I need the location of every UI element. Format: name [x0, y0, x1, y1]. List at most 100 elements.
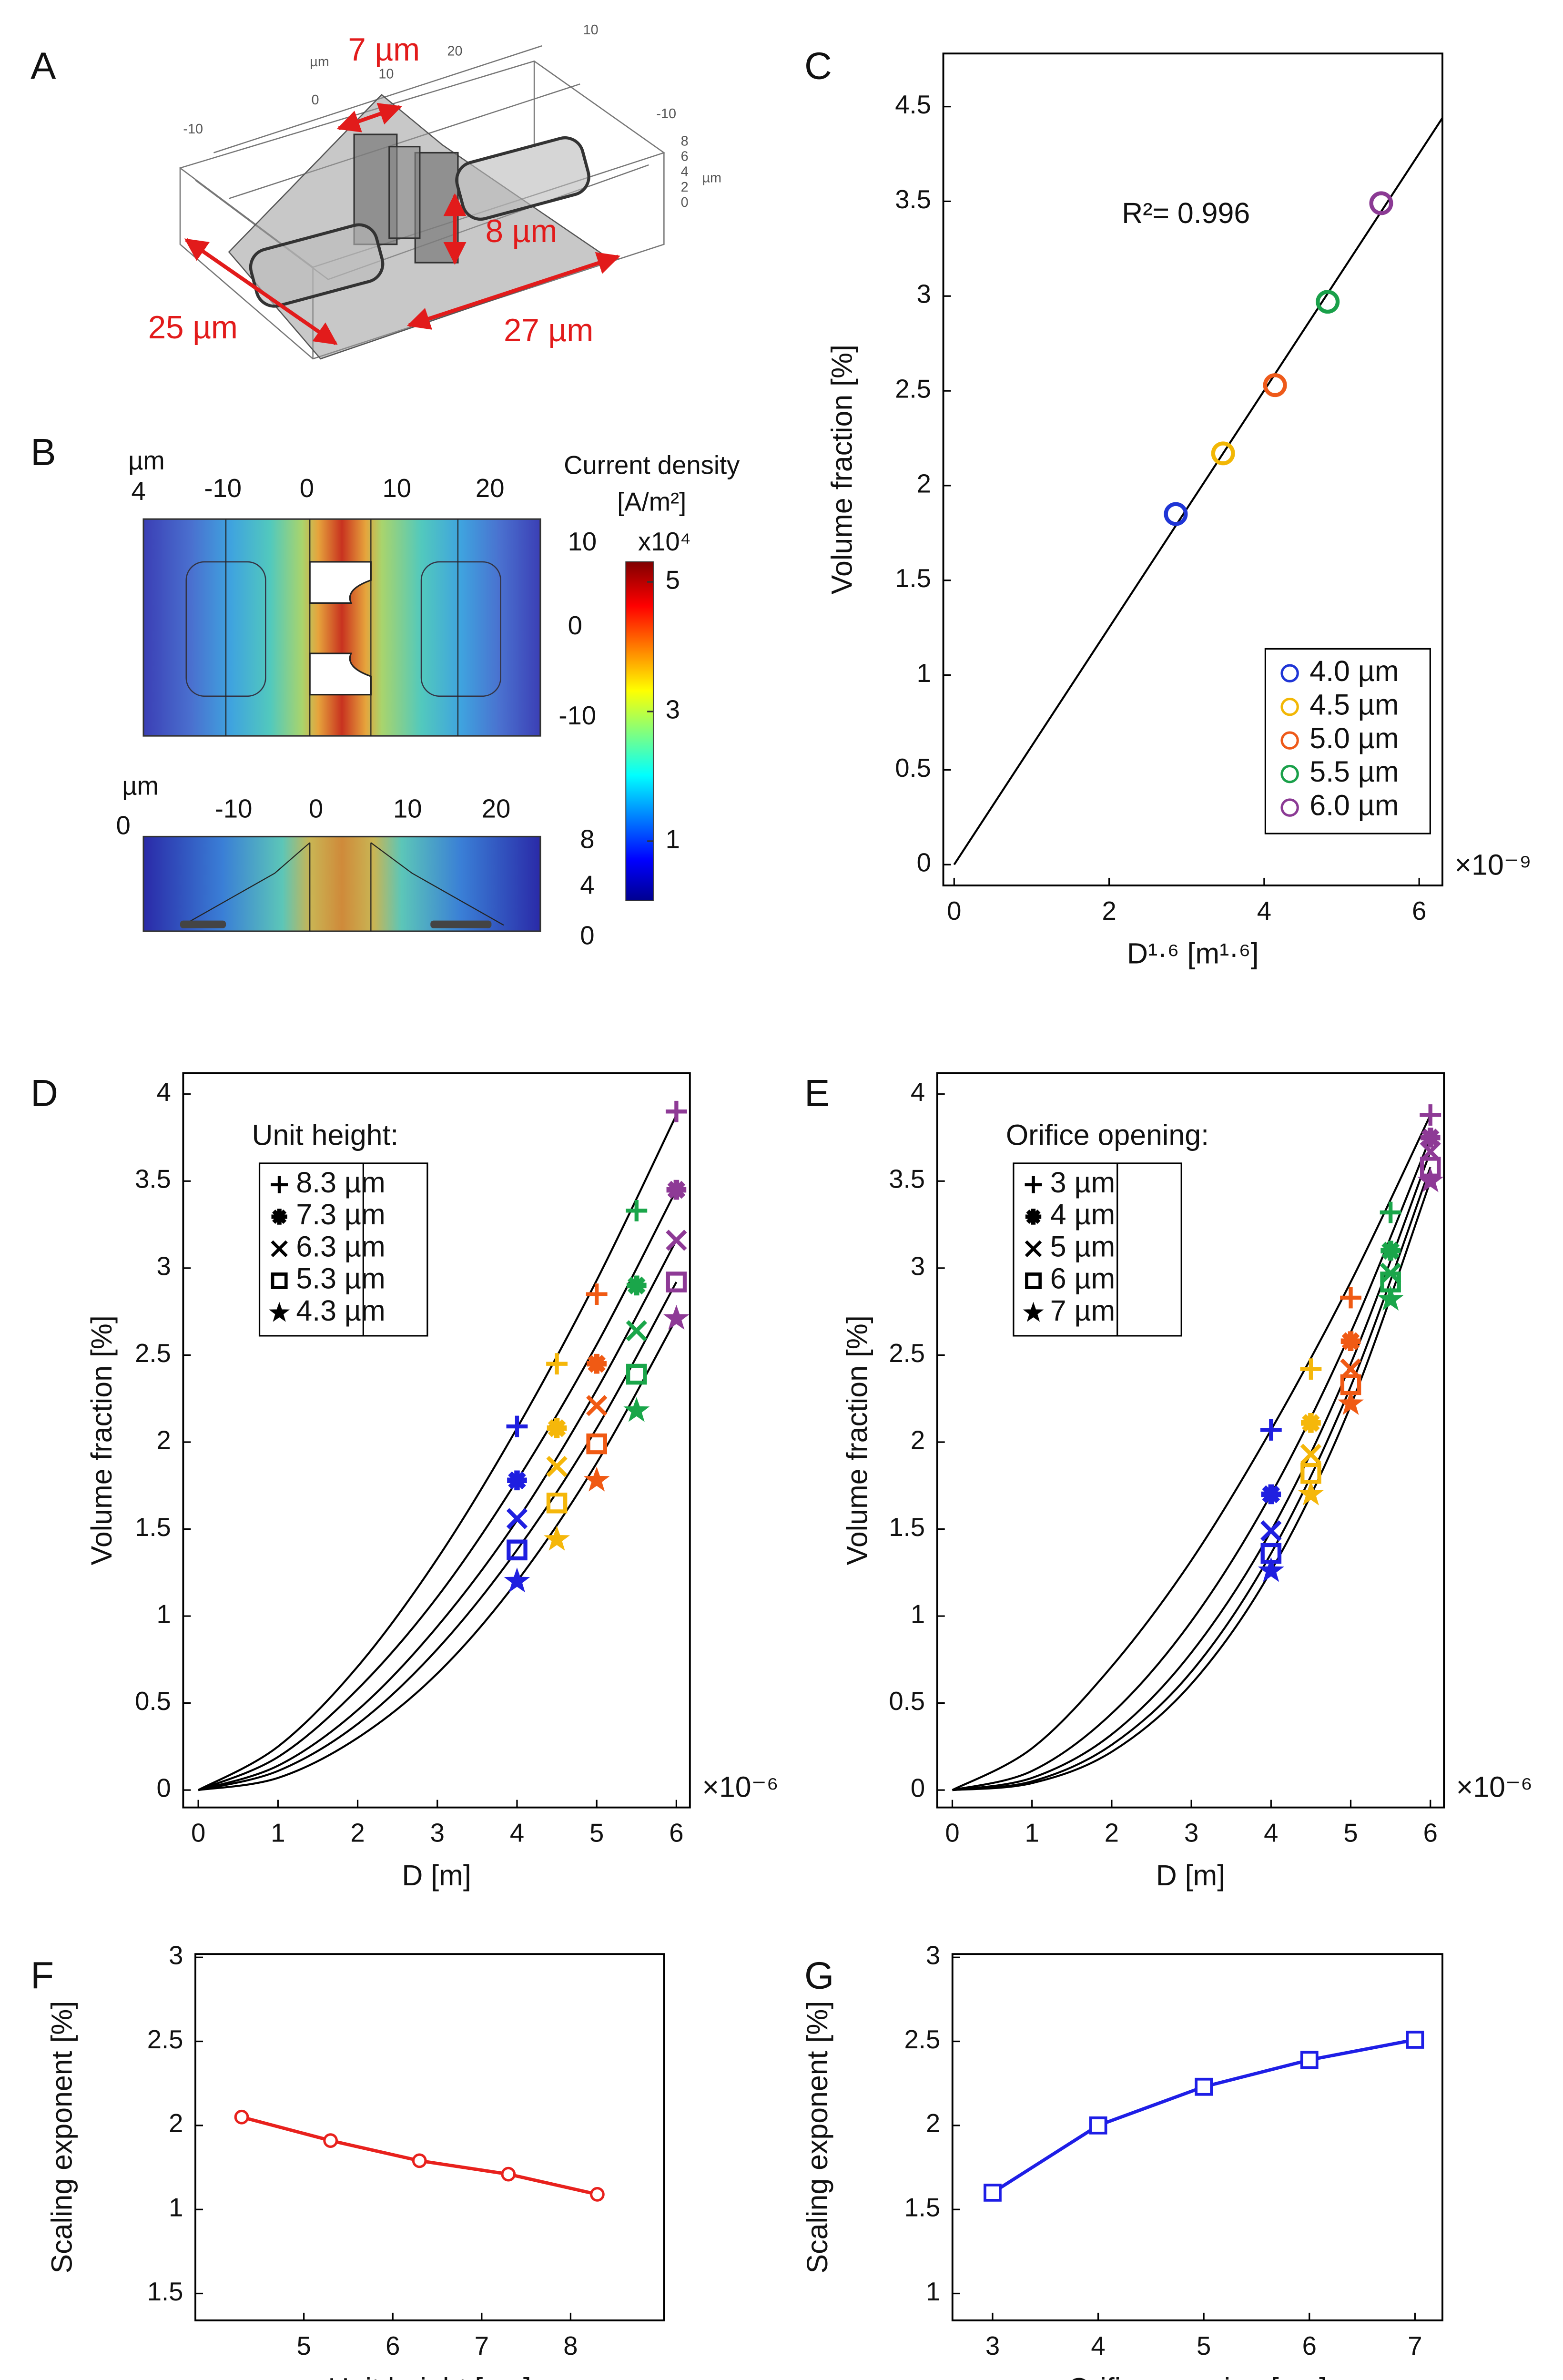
y-tick-label: 4 — [911, 1078, 925, 1107]
plot-frame — [182, 1072, 691, 1809]
x-exponent: ×10⁻⁶ — [702, 1770, 778, 1803]
x-tick-label: 0 — [300, 474, 314, 503]
x-tick-label: 10 — [393, 794, 422, 823]
marker — [623, 1397, 650, 1422]
marker — [1258, 1557, 1284, 1582]
unit-value: 0 — [116, 811, 130, 840]
marker — [323, 2133, 338, 2148]
section-lines — [225, 519, 459, 736]
y-tick-label: 4 — [580, 871, 594, 900]
y-tick-label: 1.5 — [135, 1513, 171, 1542]
x-tick-label: 2 — [1105, 1819, 1119, 1848]
panel-label: D — [30, 1072, 58, 1114]
marker — [1340, 1287, 1361, 1309]
legend-box — [1013, 1162, 1182, 1337]
marker — [663, 1304, 690, 1330]
x-tick-label: 2 — [350, 1819, 365, 1848]
unit-label: µm — [122, 771, 159, 800]
marker — [626, 1275, 647, 1296]
marker — [583, 1466, 610, 1492]
y-axis-label: Volume fraction [%] — [825, 345, 858, 594]
marker — [271, 1176, 288, 1193]
y-tick-label: 2.5 — [135, 1339, 171, 1368]
y-tick-label: 2 — [926, 2109, 940, 2138]
x-tick-label: 7 — [475, 2331, 489, 2360]
y-tick-label: 3 — [911, 1251, 925, 1281]
y-tick-label: 1 — [926, 2277, 940, 2306]
marker — [271, 1240, 288, 1258]
marker — [504, 1567, 530, 1593]
x-tick-label: 6 — [1412, 896, 1426, 926]
marker — [1261, 1484, 1281, 1505]
marker — [587, 1353, 607, 1374]
y-tick-label: 2.5 — [889, 1339, 925, 1368]
plot-frame — [951, 1953, 1443, 2321]
marker — [546, 1353, 568, 1375]
marker — [665, 1100, 687, 1122]
x-tick-label: -10 — [204, 474, 242, 503]
marker — [1280, 798, 1299, 817]
axis-number: 10 — [378, 67, 394, 82]
dimension-arrow — [184, 238, 338, 346]
y-tick-label: 4.5 — [895, 90, 931, 119]
marker — [506, 1508, 528, 1529]
legend-label: 7.3 µm — [296, 1198, 385, 1231]
colorbar-title: [A/m²] — [617, 488, 686, 517]
y-tick-label: 2.5 — [904, 2025, 940, 2054]
marker — [1025, 1240, 1042, 1258]
legend-label: 4.3 µm — [296, 1294, 385, 1327]
fit-curve — [198, 1240, 678, 1791]
marker — [1300, 2051, 1319, 2069]
marker — [1211, 441, 1235, 466]
marker — [546, 1455, 568, 1477]
legend-label: 6.3 µm — [296, 1230, 385, 1262]
heatmap-image — [142, 518, 541, 737]
marker — [1420, 1128, 1441, 1148]
axis-number: 8 — [681, 134, 689, 149]
legend-title: Orifice opening: — [1006, 1119, 1209, 1151]
marker — [271, 1209, 287, 1225]
y-tick-label: 0 — [156, 1774, 171, 1803]
heatmap-image — [142, 835, 541, 932]
legend-title: Unit height: — [252, 1119, 399, 1151]
marker — [1420, 1104, 1441, 1126]
marker — [1406, 2031, 1424, 2049]
panel-label: G — [804, 1954, 834, 1997]
y-axis-label: Volume fraction [%] — [85, 1315, 118, 1565]
x-tick-label: 0 — [309, 794, 323, 823]
marker — [1280, 697, 1299, 716]
legend-label: 8.3 µm — [296, 1166, 385, 1199]
marker — [626, 1200, 648, 1221]
axis-number: 20 — [447, 44, 463, 59]
y-tick-label: 2.5 — [895, 374, 931, 403]
x-tick-label: 5 — [589, 1819, 604, 1848]
marker — [666, 1230, 687, 1251]
marker — [546, 1492, 568, 1514]
fit-curve — [952, 1167, 1431, 1791]
marker — [1377, 1285, 1404, 1311]
dimension-arrow — [406, 252, 620, 330]
pad-outline — [420, 561, 501, 697]
pad-edge — [430, 920, 492, 928]
marker — [586, 1283, 608, 1305]
marker — [1301, 1413, 1321, 1433]
x-tick-label: 4 — [1264, 1819, 1278, 1848]
heatmap-bottom — [142, 835, 541, 932]
fit-curve — [198, 1282, 678, 1791]
axis-number: 0 — [681, 195, 689, 210]
orifice — [309, 561, 372, 604]
marker — [1417, 1167, 1444, 1192]
axis-number: 10 — [583, 22, 599, 38]
y-tick-label: 1 — [169, 2193, 183, 2222]
y-tick-label: 2 — [917, 469, 931, 498]
marker — [1195, 2077, 1213, 2096]
dimension-label: 8 µm — [486, 214, 558, 249]
x-tick-label: 6 — [1423, 1819, 1438, 1848]
marker — [1380, 1201, 1401, 1223]
unit-label: µm — [128, 446, 165, 475]
legend-label: 4 µm — [1050, 1198, 1115, 1231]
y-tick-label: 1.5 — [147, 2277, 183, 2306]
x-tick-label: 1 — [1025, 1819, 1039, 1848]
axis-number: -10 — [656, 106, 676, 122]
